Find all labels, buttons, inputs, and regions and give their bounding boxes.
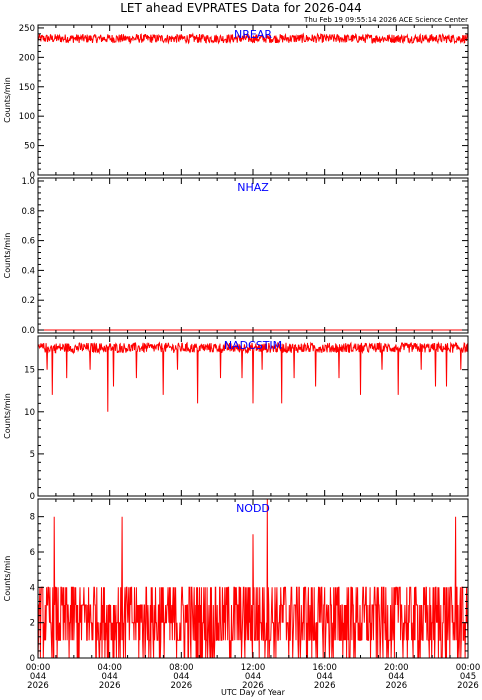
y-tick-label: 1.0	[21, 177, 35, 187]
x-tick-time: 00:00	[456, 663, 481, 673]
x-tick-day: 044	[173, 672, 189, 682]
y-axis-label: Counts/min	[3, 233, 12, 279]
x-tick-day: 044	[388, 672, 404, 682]
x-tick-day: 044	[245, 672, 261, 682]
y-tick-label: 2	[30, 619, 35, 629]
x-tick-day: 044	[317, 672, 333, 682]
x-tick-year: 2026	[386, 681, 408, 691]
series-line-nadcstim	[37, 341, 469, 412]
panel-nhaz: 0.0 0.2 0.4 0.6 0.8 1.0 NHAZ Counts/min	[3, 177, 469, 336]
y-tick-label: 5	[30, 450, 35, 460]
x-tick-time: 08:00	[169, 663, 194, 673]
y-axis-label: Counts/min	[3, 77, 12, 123]
panel-nodd: 0 2 4 6 8 NODD Counts/min	[3, 498, 469, 664]
panel-nrear: 0 50 100 150 200 250 NREAR Counts/min	[3, 24, 469, 181]
x-tick-year: 2026	[27, 681, 49, 691]
y-tick-label: 0.8	[21, 207, 35, 217]
y-tick-label: 250	[19, 24, 35, 34]
x-tick-time: 00:00	[26, 663, 51, 673]
y-tick-label: 100	[19, 112, 35, 122]
y-tick-label: 6	[30, 548, 35, 558]
y-tick-label: 8	[30, 513, 35, 523]
y-tick-label: 0	[30, 654, 35, 664]
series-line-nodd	[37, 498, 469, 659]
y-tick-label: 10	[24, 408, 35, 418]
x-tick-day: 044	[102, 672, 118, 682]
panel-label: NHAZ	[237, 181, 269, 194]
panel-nadcstim: 0 5 10 15 NADCSTIM Counts/min	[3, 335, 469, 502]
x-tick-year: 2026	[457, 681, 479, 691]
x-tick-year: 2026	[314, 681, 336, 691]
x-tick-year: 2026	[171, 681, 193, 691]
chart-title: LET ahead EVPRATES Data for 2026-044	[120, 1, 362, 15]
y-tick-label: 0	[30, 171, 35, 181]
x-axis-label: UTC Day of Year	[221, 688, 286, 697]
y-tick-label: 0.0	[21, 326, 35, 336]
y-tick-label: 0.6	[21, 237, 35, 247]
y-axis-label: Counts/min	[3, 556, 12, 602]
x-tick-year: 2026	[99, 681, 121, 691]
y-axis-label: Counts/min	[3, 393, 12, 439]
y-tick-label: 0.4	[21, 266, 35, 276]
series-line-nrear	[37, 32, 469, 45]
x-tick-day: 044	[30, 672, 46, 682]
y-tick-label: 0	[30, 492, 35, 502]
x-tick-day: 045	[460, 672, 476, 682]
y-tick-label: 4	[30, 583, 35, 593]
y-tick-label: 200	[19, 53, 35, 63]
x-tick-time: 12:00	[241, 663, 266, 673]
panel-label: NREAR	[234, 28, 272, 41]
x-tick-time: 16:00	[312, 663, 337, 673]
chart-timestamp: Thu Feb 19 09:55:14 2026 ACE Science Cen…	[303, 16, 468, 24]
panel-label: NADCSTIM	[224, 339, 282, 352]
y-tick-label: 15	[24, 366, 35, 376]
y-tick-label: 150	[19, 83, 35, 93]
x-tick-time: 04:00	[97, 663, 122, 673]
panel-label: NODD	[236, 502, 270, 515]
panel-frame	[37, 177, 469, 334]
panel-frame	[37, 24, 469, 176]
y-tick-label: 50	[24, 142, 35, 152]
y-tick-label: 0.2	[21, 296, 35, 306]
x-tick-year: 2026	[242, 681, 264, 691]
x-tick-time: 20:00	[384, 663, 409, 673]
